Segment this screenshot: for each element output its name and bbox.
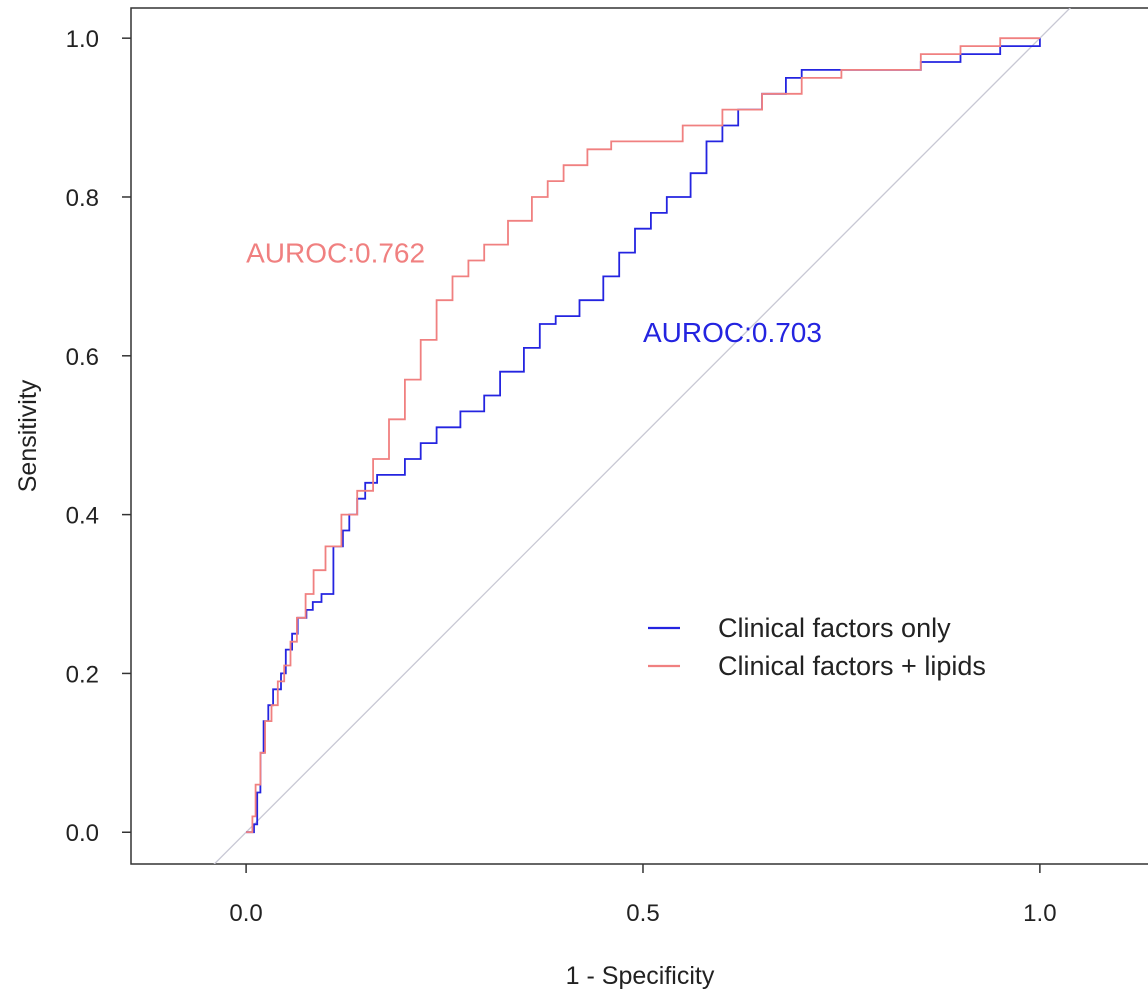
roc-curves: [246, 37, 1041, 834]
y-tick-label: 0.2: [66, 661, 99, 688]
x-axis-title: 1 - Specificity: [566, 962, 715, 990]
roc-curve-clinical-lipids: [246, 37, 1040, 834]
legend: Clinical factors only Clinical factors + …: [648, 613, 986, 681]
reference-diagonal: [213, 8, 1071, 864]
x-tick-label: 1.0: [1023, 900, 1056, 927]
y-tick-label: 0.4: [66, 503, 99, 530]
legend-label: Clinical factors + lipids: [718, 651, 986, 681]
auc-label-clinical-only: AUROC:0.703: [643, 317, 822, 348]
auc-label-clinical-lipids: AUROC:0.762: [246, 238, 425, 269]
auc-annotations: AUROC:0.762 AUROC:0.703: [246, 238, 822, 348]
plot-frame: [130, 7, 1148, 865]
y-axis-title: Sensitivity: [14, 379, 42, 492]
y-axis: 0.0 0.2 0.4 0.6 0.8 1.0: [66, 26, 131, 847]
reference-line: [213, 8, 1071, 864]
y-tick-label: 0.8: [66, 185, 99, 212]
y-tick-label: 1.0: [66, 26, 99, 53]
legend-label: Clinical factors only: [718, 613, 951, 643]
x-tick-label: 0.0: [229, 900, 262, 927]
y-tick-label: 0.6: [66, 344, 99, 371]
x-tick-label: 0.5: [626, 900, 659, 927]
y-tick-label: 0.0: [66, 820, 99, 847]
x-axis: 0.0 0.5 1.0: [229, 864, 1057, 927]
